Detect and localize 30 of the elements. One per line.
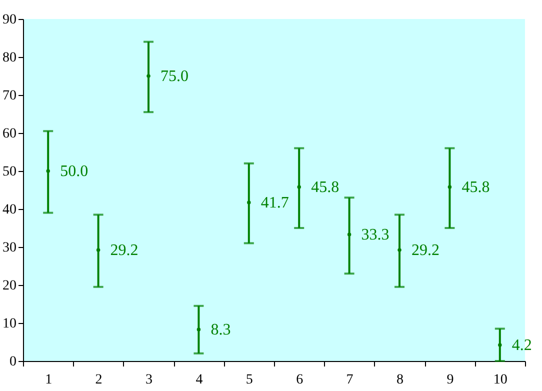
x-tick-label: 2 [95,372,102,388]
data-label: 50.0 [60,163,88,180]
data-label: 29.2 [412,242,440,260]
y-tick-label: 60 [2,126,16,142]
data-label: 4.2 [512,337,532,354]
y-tick-label: 10 [2,316,16,332]
y-tick-label: 90 [2,12,16,28]
data-label: 45.8 [311,178,340,196]
data-label: 75.0 [160,68,188,85]
data-label: 41.7 [260,194,289,212]
y-tick-label: 30 [2,240,16,256]
x-tick-label: 3 [146,372,152,388]
x-tick-label: 9 [446,372,454,388]
y-tick-label: 70 [2,88,16,104]
data-label: 8.3 [210,321,231,338]
data-label: 29.2 [110,242,138,260]
data-label: 33.3 [361,226,390,244]
x-tick-label: 1 [45,372,52,388]
x-tick-label: 4 [196,372,203,388]
y-tick-label: 20 [2,278,16,294]
x-tick-label: 10 [493,372,508,388]
y-tick-label: 0 [10,354,16,370]
x-tick-label: 6 [296,372,304,388]
x-tick-label: 8 [396,372,404,388]
x-tick-label: 7 [346,372,354,388]
y-tick-label: 50 [2,164,16,180]
y-tick-label: 80 [2,50,16,66]
x-tick-label: 5 [246,372,253,388]
y-tick-label: 40 [2,202,16,218]
data-label: 45.8 [462,178,490,196]
